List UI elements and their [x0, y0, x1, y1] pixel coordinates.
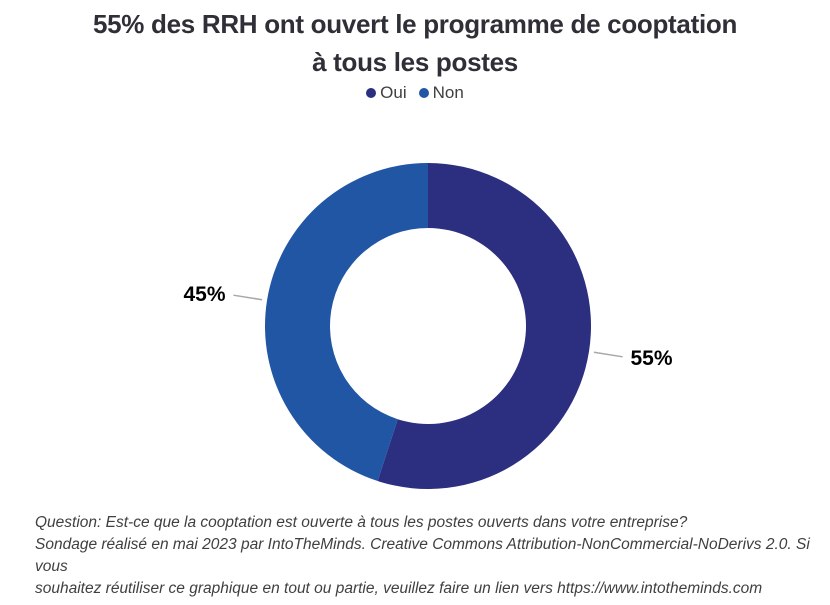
donut-chart: 55% 45% [183, 163, 673, 489]
footnote: Question: Est-ce que la cooptation est o… [35, 514, 810, 597]
legend-item-non: Non [418, 83, 464, 103]
leader-line-oui [593, 351, 623, 358]
legend-dot-non [418, 88, 429, 98]
donut-slice-oui [377, 163, 591, 489]
legend-label: Non [432, 83, 464, 102]
legend-item-oui: Oui [366, 83, 407, 103]
legend-label: Oui [380, 83, 407, 102]
data-label-non: 45% [183, 283, 225, 306]
legend-dot-oui [366, 88, 377, 98]
chart-title: 55% des RRH ont ouvert le programme de c… [92, 9, 738, 77]
leader-line-non [233, 294, 263, 301]
donut-slice-non [264, 163, 428, 482]
legend: Oui Non [0, 83, 830, 103]
data-label-oui: 55% [630, 347, 672, 370]
